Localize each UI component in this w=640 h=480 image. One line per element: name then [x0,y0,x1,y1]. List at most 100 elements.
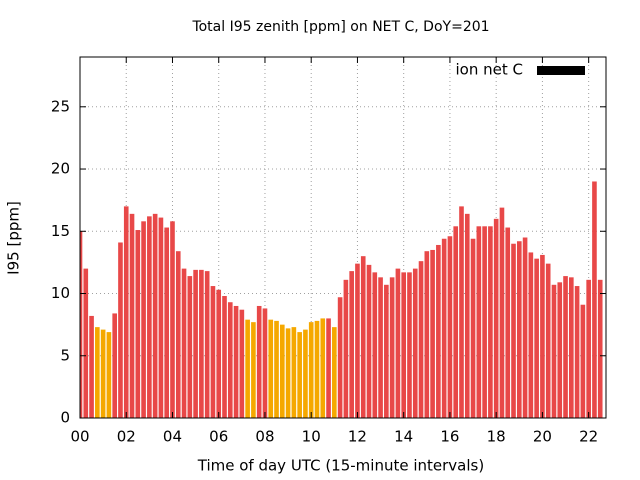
bar [83,268,89,418]
bar [204,271,210,418]
bar [210,286,216,418]
bar [563,276,568,418]
bar [303,329,308,418]
bar [332,327,337,418]
bar [389,277,395,418]
bar [291,327,297,418]
bar [459,206,464,418]
bar [349,271,354,418]
bar [488,226,493,418]
bar [337,297,343,418]
bar [147,216,152,418]
bar [424,251,430,418]
bar [482,226,487,418]
bar [193,269,198,418]
bar [158,217,164,418]
x-tick-label: 06 [209,428,228,446]
bar [239,309,245,418]
bar [505,227,511,418]
bar [100,329,106,418]
bar [314,320,320,418]
bar [395,268,401,418]
bar [586,279,591,418]
bar [534,258,539,418]
bar [540,254,545,418]
bar [511,243,516,418]
legend-label: ion net C [456,61,523,79]
bar [436,244,441,418]
bar [430,249,435,418]
bar [279,324,285,418]
bar [441,238,447,418]
x-tick-label: 18 [487,428,506,446]
bar [141,221,146,418]
ticks: 0 5 10 15 20 25 00 02 04 06 08 10 12 14 16 18 20 22 [51,57,606,446]
bar [285,328,291,418]
bar [106,332,112,418]
bar [407,272,412,418]
x-tick-label: 10 [302,428,321,446]
bar [95,327,100,418]
bar [135,230,141,418]
x-tick-label: 04 [163,428,182,446]
bar [164,227,170,418]
bar [493,218,499,418]
bar [216,289,222,418]
bar [233,305,239,418]
bar [580,304,586,418]
x-tick-label: 00 [70,428,89,446]
y-axis-label: I95 [ppm] [5,201,23,275]
bar [256,305,262,418]
bar [464,213,470,418]
bar [118,242,123,418]
y-tick-label: 20 [51,160,70,178]
bar [378,277,383,418]
bar [227,302,233,418]
bar [175,251,181,418]
bar [274,320,279,418]
bar [268,319,274,418]
bar [545,263,551,418]
bar [297,332,302,418]
x-tick-label: 08 [255,428,274,446]
bar [245,319,250,418]
bar [343,279,349,418]
x-tick-label: 20 [533,428,552,446]
bar [372,272,378,418]
bar [470,238,476,418]
bar [384,284,389,418]
y-tick-label: 10 [51,284,70,302]
bar [326,318,331,418]
bar [123,206,129,418]
bar [476,226,482,418]
bar [551,284,557,418]
x-axis-label: Time of day UTC (15-minute intervals) [197,457,484,475]
bar [355,263,360,418]
bar [129,213,135,418]
bar [112,313,117,418]
bar [366,264,372,418]
y-tick-label: 25 [51,97,70,115]
plot-frame [79,56,607,419]
bar [557,282,563,418]
y-tick-label: 5 [60,346,70,364]
bar [412,268,418,418]
bar [453,226,459,418]
bar [597,279,603,418]
bar [499,207,505,418]
bar [152,213,158,418]
bar [569,277,574,418]
bar [89,315,94,418]
x-tick-label: 14 [394,428,413,446]
x-tick-label: 16 [440,428,459,446]
bar [418,261,424,418]
bar [401,272,407,418]
chart-title: Total I95 zenith [ppm] on NET C, DoY=201 [191,19,489,35]
bars [80,181,603,418]
bar [181,268,187,418]
bar [522,237,528,418]
x-tick-label: 02 [117,428,136,446]
bar [592,181,597,418]
bar [199,269,204,418]
